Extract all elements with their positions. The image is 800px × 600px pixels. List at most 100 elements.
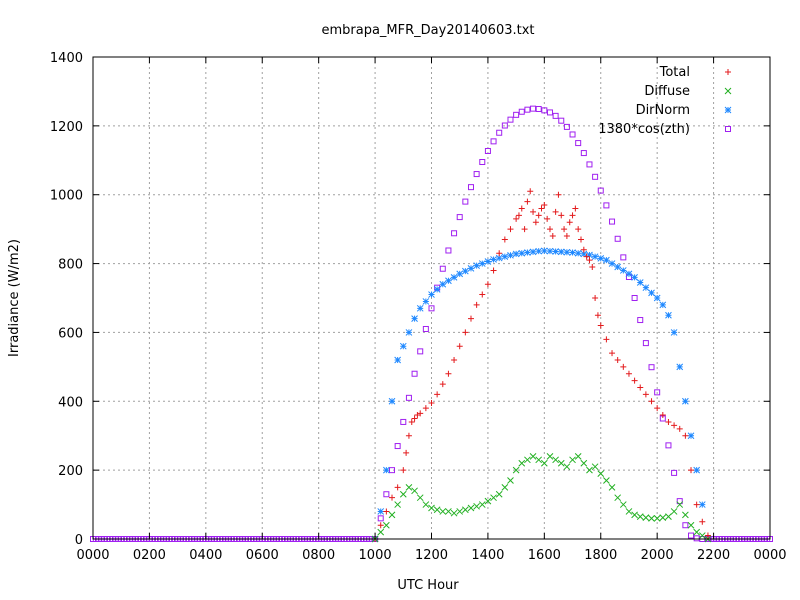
data-point: [456, 508, 464, 515]
data-point: [433, 506, 441, 514]
data-point: [484, 281, 491, 288]
data-point: [513, 215, 520, 222]
data-point: [546, 247, 554, 255]
plot-area: [90, 105, 773, 543]
data-point: [467, 184, 474, 191]
data-point: [688, 467, 695, 474]
data-point: [479, 159, 486, 166]
data-point: [467, 504, 475, 512]
data-point: [558, 212, 565, 219]
data-point: [456, 270, 464, 278]
data-point: [405, 394, 412, 401]
data-point: [580, 250, 588, 258]
data-point: [467, 315, 474, 322]
data-point: [665, 311, 672, 319]
data-point: [400, 467, 407, 474]
legend-item: 1380*cos(zth): [598, 122, 731, 137]
data-point: [490, 267, 497, 274]
data-point: [394, 443, 401, 450]
data-point: [563, 463, 571, 471]
data-point: [569, 456, 576, 464]
data-point: [507, 477, 514, 484]
data-point: [529, 453, 537, 460]
data-point: [501, 484, 509, 491]
legend-marker: [725, 69, 731, 75]
data-point: [495, 254, 503, 262]
data-point: [619, 267, 627, 274]
data-point: [428, 504, 435, 512]
data-point: [637, 317, 644, 324]
data-point: [688, 532, 695, 539]
data-point: [383, 508, 390, 515]
data-point: [614, 263, 622, 271]
data-point: [608, 260, 616, 267]
data-point: [698, 501, 706, 508]
data-point: [642, 391, 649, 398]
data-point: [631, 273, 638, 281]
legend-item: DirNorm: [636, 103, 732, 118]
legend-label: Total: [659, 65, 690, 80]
data-point: [478, 501, 486, 508]
data-point: [603, 336, 610, 343]
data-point: [693, 528, 701, 536]
data-point: [619, 501, 627, 508]
y-tick-label: 0: [75, 533, 83, 548]
data-point: [620, 254, 627, 261]
x-tick-label: 0400: [189, 548, 222, 563]
data-point: [445, 370, 452, 377]
data-point: [445, 247, 452, 254]
x-tick-label: 0200: [133, 548, 166, 563]
data-point: [693, 535, 700, 542]
data-point: [383, 491, 390, 498]
data-point: [439, 508, 447, 515]
data-point: [574, 249, 582, 257]
data-point: [693, 466, 701, 474]
data-point: [541, 202, 548, 209]
data-point: [501, 236, 508, 243]
data-point: [513, 111, 520, 118]
series-diffuse: [371, 453, 712, 543]
y-tick-label: 1000: [50, 189, 83, 204]
data-point: [411, 415, 418, 422]
data-point: [631, 295, 638, 301]
data-point: [490, 494, 497, 502]
y-tick-label: 600: [58, 326, 83, 341]
data-point: [676, 425, 683, 432]
data-point: [561, 226, 568, 233]
legend-marker: [724, 106, 732, 114]
data-point: [451, 230, 458, 237]
data-point: [676, 498, 683, 505]
data-point: [462, 329, 469, 336]
data-point: [574, 453, 582, 460]
y-tick-label: 400: [58, 395, 83, 410]
data-point: [394, 501, 402, 508]
data-point: [507, 251, 514, 259]
data-point: [524, 198, 531, 205]
data-point: [580, 150, 587, 157]
data-point: [462, 198, 469, 205]
data-point: [377, 528, 385, 536]
data-point: [549, 233, 556, 240]
data-point: [399, 490, 407, 498]
data-point: [461, 267, 469, 275]
data-point: [609, 350, 616, 357]
data-point: [636, 279, 644, 286]
data-point: [648, 364, 655, 371]
data-point: [648, 289, 655, 297]
data-point: [535, 212, 542, 219]
data-point: [575, 140, 582, 147]
data-point: [566, 219, 573, 226]
data-point: [569, 131, 576, 138]
data-point: [428, 305, 435, 312]
data-point: [515, 212, 522, 219]
data-point: [603, 477, 610, 484]
data-point: [569, 249, 576, 256]
data-point: [428, 291, 435, 298]
data-point: [552, 112, 559, 119]
axis-ticks: 0000 0200 0400 0600 0800 1000 1200 1400 1600 1800…: [50, 51, 787, 563]
legend-label: Diffuse: [644, 84, 690, 99]
data-point: [445, 277, 452, 285]
x-tick-label: 1200: [415, 548, 448, 563]
data-point: [546, 226, 553, 233]
data-point: [586, 161, 593, 168]
